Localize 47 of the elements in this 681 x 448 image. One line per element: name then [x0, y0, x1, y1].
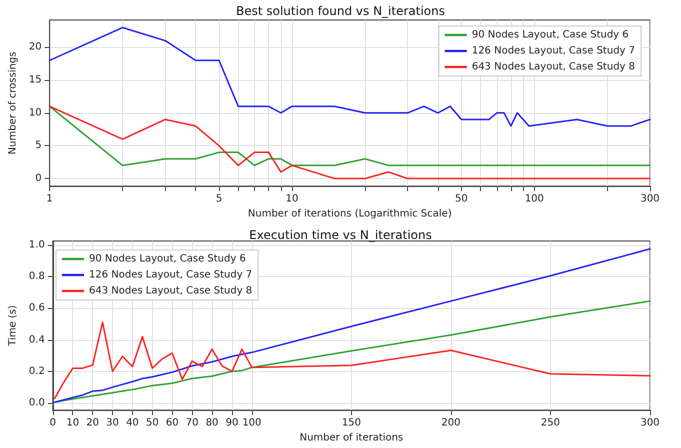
x-axis-title: Number of iterations [300, 432, 404, 444]
x-tick-label: 70 [186, 418, 199, 429]
legend-label: 643 Nodes Layout, Case Study 8 [472, 62, 636, 72]
y-tick-label: 20 [28, 42, 42, 53]
line-series [54, 300, 651, 403]
legend-label: 90 Nodes Layout, Case Study 6 [472, 30, 629, 40]
y-tick-label: 1.0 [28, 239, 45, 250]
legend-label: 126 Nodes Layout, Case Study 7 [89, 270, 252, 280]
legend-label: 90 Nodes Layout, Case Study 6 [89, 254, 246, 264]
y-tick-label: 15 [28, 74, 42, 86]
x-tick-label: 0 [50, 418, 56, 429]
y-axis-title: Number of crossings [8, 52, 18, 154]
y-tick-label: 10 [28, 107, 42, 118]
y-axis-title: Time (s) [8, 305, 18, 347]
x-tick-label: 60 [166, 418, 179, 429]
y-tick-label: 0.6 [28, 302, 45, 314]
y-tick-label: 0.4 [28, 334, 45, 346]
line-series [54, 322, 651, 399]
x-tick-label: 250 [540, 418, 560, 429]
x-tick-label: 200 [441, 418, 460, 429]
x-tick-label: 300 [640, 194, 660, 205]
x-tick-label: 20 [86, 418, 99, 429]
y-tick-label: 0.2 [28, 366, 45, 377]
x-tick-label: 300 [640, 418, 660, 429]
x-tick-label: 10 [66, 418, 80, 429]
y-tick-label: 0.8 [28, 271, 45, 282]
x-tick-label: 30 [106, 418, 119, 429]
x-tick-label: 1 [46, 194, 53, 205]
x-tick-label: 40 [126, 418, 139, 429]
x-tick-label: 150 [342, 418, 361, 429]
x-tick-label: 100 [242, 418, 262, 429]
x-tick-label: 50 [455, 194, 468, 205]
x-tick-label: 80 [206, 418, 218, 429]
x-tick-label: 10 [286, 194, 298, 205]
line-series [54, 248, 651, 403]
y-tick-label: 0 [35, 173, 42, 184]
x-tick-label: 5 [216, 194, 222, 205]
x-axis-title: Number of iterations (Logarithmic Scale) [248, 208, 452, 220]
x-tick-label: 100 [524, 194, 544, 205]
chart-title: Execution time vs N_iterations [249, 228, 432, 242]
y-tick-label: 5 [35, 140, 42, 152]
chart-title: Best solution found vs N_iterations [236, 4, 446, 18]
y-tick-label: 0.0 [28, 397, 45, 408]
x-tick-label: 50 [146, 418, 159, 429]
x-tick-label: 90 [226, 418, 238, 429]
legend-label: 643 Nodes Layout, Case Study 8 [89, 286, 252, 296]
legend-label: 126 Nodes Layout, Case Study 7 [472, 46, 636, 56]
